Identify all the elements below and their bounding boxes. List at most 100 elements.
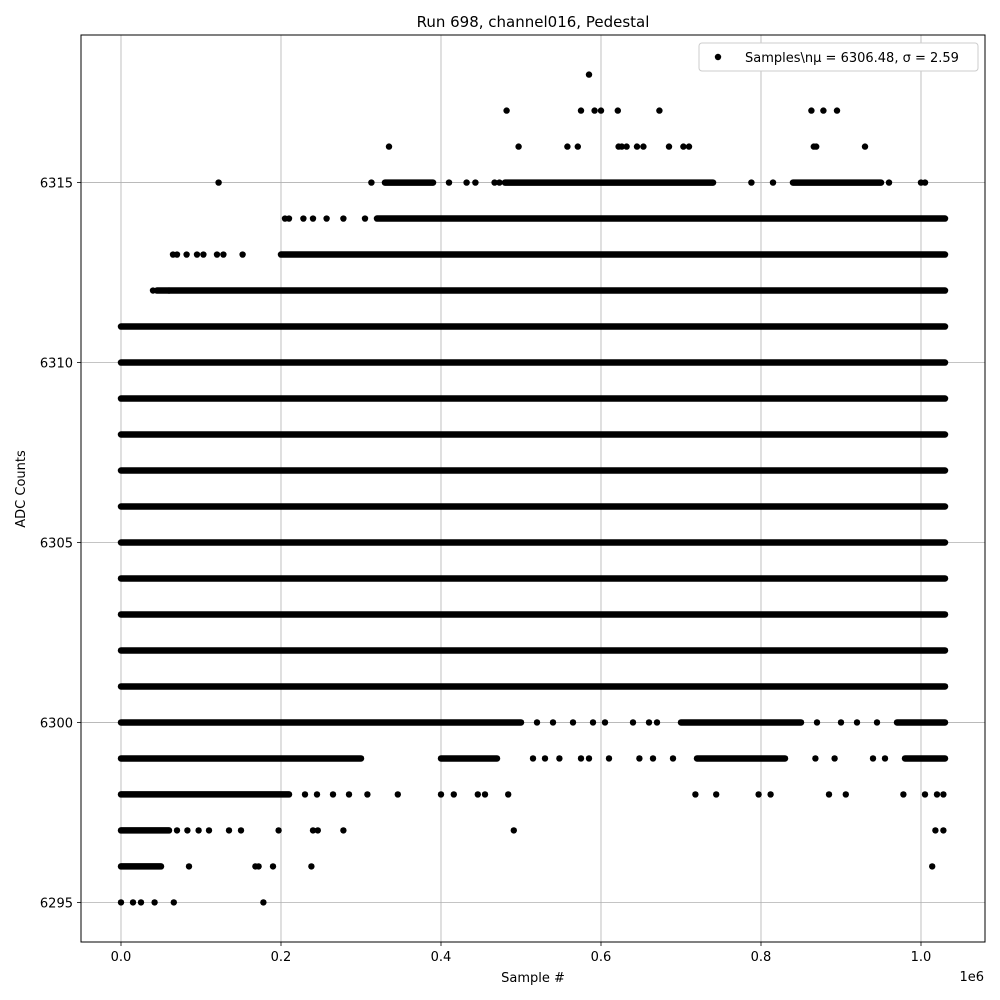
sample-point — [900, 791, 907, 798]
legend-label: Samples\nμ = 6306.48, σ = 2.59 — [745, 51, 959, 66]
sample-point — [225, 827, 233, 834]
sample-point — [515, 143, 522, 150]
sample-point — [200, 251, 207, 258]
sample-point — [881, 755, 889, 762]
sample-point — [237, 827, 245, 834]
sample-point — [183, 251, 190, 258]
sample-point — [474, 791, 481, 798]
sample-point — [323, 215, 330, 222]
sample-point — [301, 791, 309, 798]
x-tick-label: 0.8 — [751, 950, 772, 965]
sample-point — [755, 791, 762, 798]
sample-point — [837, 719, 845, 726]
sample-point — [649, 755, 657, 762]
sample-point — [813, 143, 820, 150]
sample-point — [665, 143, 673, 150]
sample-point — [173, 827, 181, 834]
sample-point — [368, 179, 375, 186]
x-tick-label: 0.2 — [271, 950, 292, 965]
y-axis-label: ADC Counts — [14, 450, 29, 528]
sample-point — [329, 791, 337, 798]
sample-point — [601, 719, 609, 726]
sample-point — [255, 863, 262, 870]
sample-point — [137, 899, 145, 906]
sample-point — [556, 755, 563, 762]
sample-point — [713, 791, 720, 798]
sample-point — [340, 827, 347, 834]
sample-point — [472, 179, 479, 186]
sample-point — [873, 719, 881, 726]
sample-point — [193, 251, 201, 258]
sample-point — [533, 719, 541, 726]
sample-point — [685, 143, 693, 150]
sample-point — [481, 791, 489, 798]
sample-point — [605, 755, 613, 762]
sample-point — [645, 719, 653, 726]
sample-point — [364, 791, 371, 798]
sample-point — [260, 899, 267, 906]
sample-point — [656, 107, 663, 114]
legend-box — [698, 42, 979, 72]
sample-point — [597, 107, 605, 114]
sample-point — [813, 719, 821, 726]
sample-point — [541, 755, 549, 762]
sample-point — [653, 719, 661, 726]
data-points — [117, 71, 949, 906]
sample-point — [129, 899, 137, 906]
chart-title: Run 698, channel016, Pedestal — [417, 13, 650, 31]
sample-point — [921, 179, 929, 186]
plot-frame — [80, 34, 986, 943]
sample-point — [669, 755, 677, 762]
x-tick-label: 0.6 — [591, 950, 612, 965]
sample-point — [831, 755, 838, 762]
x-tick-label: 0.4 — [431, 950, 452, 965]
sample-point — [394, 791, 401, 798]
sample-point — [300, 215, 307, 222]
sample-point — [309, 827, 317, 834]
axis-ticks: 0.0 0.2 0.4 0.6 0.8 1.0 6295 6300 6305 6310 6315 — [40, 177, 931, 965]
sample-point — [463, 179, 470, 186]
sample-point — [205, 827, 213, 834]
sample-point — [623, 143, 630, 150]
sample-point — [285, 215, 293, 222]
sample-point — [842, 791, 849, 798]
sample-point — [577, 755, 585, 762]
sample-point — [591, 107, 598, 114]
sample-point — [585, 71, 593, 78]
sample-point — [496, 179, 503, 186]
y-tick-label: 6305 — [40, 536, 73, 551]
sample-point — [549, 719, 557, 726]
sample-point — [614, 107, 621, 114]
y-tick-label: 6295 — [40, 896, 73, 911]
sample-point — [361, 215, 369, 222]
sample-point — [569, 719, 577, 726]
sample-point — [503, 107, 510, 114]
sample-point — [445, 179, 453, 186]
sample-point — [833, 107, 841, 114]
sample-point — [385, 143, 393, 150]
sample-point — [574, 143, 581, 150]
x-tick-label: 0.0 — [111, 950, 132, 965]
sample-point — [589, 719, 597, 726]
sample-point — [239, 251, 246, 258]
sample-point — [491, 179, 498, 186]
sample-point — [861, 143, 869, 150]
sample-point — [812, 755, 819, 762]
sample-point — [195, 827, 202, 834]
sample-point — [151, 899, 158, 906]
sample-point — [184, 827, 191, 834]
sample-point — [680, 143, 687, 150]
sample-point — [932, 827, 939, 834]
sample-point — [185, 863, 193, 870]
sample-point — [636, 755, 643, 762]
sample-point — [340, 215, 347, 222]
sample-point — [275, 827, 282, 834]
sample-point — [505, 791, 512, 798]
sample-point — [940, 827, 947, 834]
sample-point — [885, 179, 893, 186]
legend: Samples\nμ = 6306.48, σ = 2.59 — [698, 42, 979, 72]
sample-point — [618, 143, 625, 150]
sample-point — [564, 143, 571, 150]
sample-point — [165, 287, 173, 294]
sample-point — [314, 827, 321, 834]
